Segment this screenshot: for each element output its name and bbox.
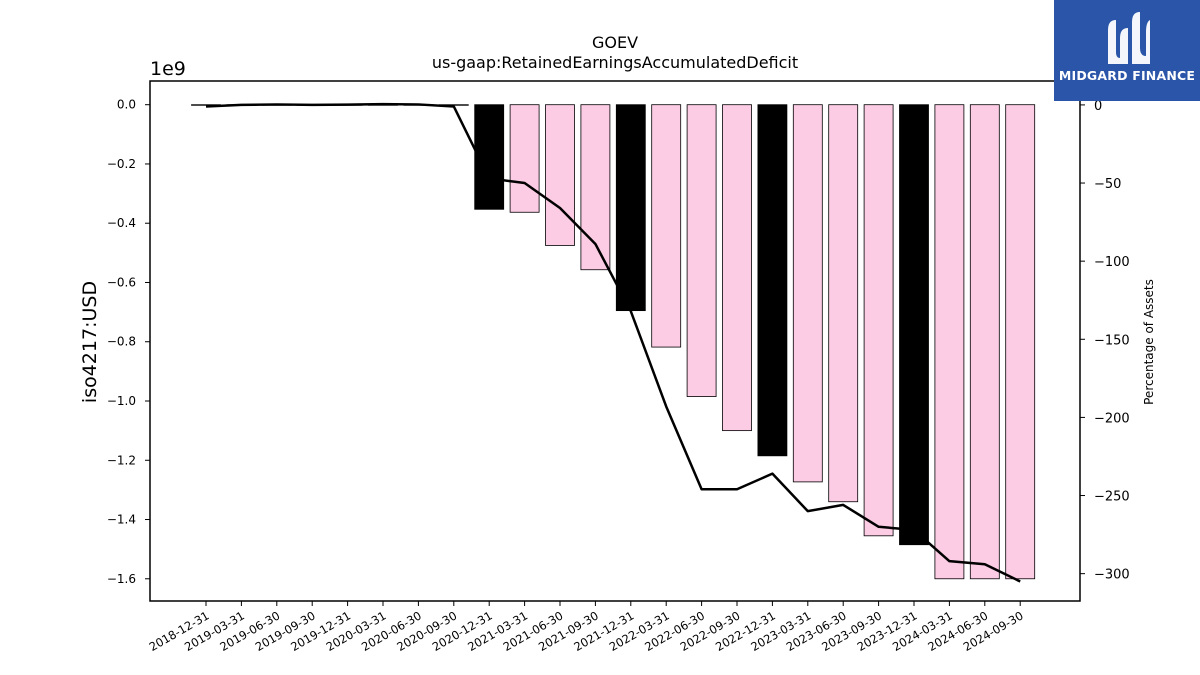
bar xyxy=(828,104,859,503)
y-tick-label: −1.6 xyxy=(107,572,136,586)
bar xyxy=(686,104,717,397)
plot-frame xyxy=(149,80,1081,602)
y-tick-label: −0.8 xyxy=(107,335,136,349)
bar xyxy=(545,104,575,246)
y2-tick-label: −150 xyxy=(1094,333,1130,348)
bar xyxy=(792,104,823,483)
y-axis-label: iso4217:USD xyxy=(79,281,101,403)
y2-tick-label: 0 xyxy=(1094,99,1102,114)
y-tick-label: −0.6 xyxy=(107,275,136,289)
bar xyxy=(615,104,646,312)
bar xyxy=(509,104,540,213)
chart-subtitle: us-gaap:RetainedEarningsAccumulatedDefic… xyxy=(432,53,798,72)
bar xyxy=(899,104,929,546)
bar xyxy=(757,104,788,457)
bar xyxy=(651,104,682,348)
y2-tick-label: −300 xyxy=(1094,568,1130,583)
y2-tick-label: −100 xyxy=(1094,255,1130,270)
bar xyxy=(934,104,965,580)
line-layer xyxy=(205,102,1021,583)
bar xyxy=(1005,104,1036,580)
y-tick-label: 0.0 xyxy=(117,98,136,112)
logo-text: MIDGARD FINANCE xyxy=(1058,68,1196,83)
y2-tick-label: −250 xyxy=(1094,490,1130,505)
y-tick-label: −1.4 xyxy=(107,513,136,527)
y-offset-label: 1e9 xyxy=(150,58,186,80)
chart-title: GOEV xyxy=(592,33,638,52)
bars-layer xyxy=(191,104,1036,580)
bar xyxy=(722,104,752,432)
y2-axis-label: Percentage of Assets xyxy=(1142,279,1156,405)
y-tick-label: −0.4 xyxy=(107,216,136,230)
series-line xyxy=(205,102,1021,583)
bar xyxy=(863,104,894,537)
y-tick-label: −1.2 xyxy=(107,453,136,467)
y2-tick-label: −200 xyxy=(1094,411,1130,426)
midgard-logo-icon xyxy=(1108,12,1150,64)
y-tick-label: −0.2 xyxy=(107,157,136,171)
midgard-finance-logo: MIDGARD FINANCE xyxy=(1054,0,1200,101)
bar xyxy=(969,104,1000,580)
y-tick-label: −1.0 xyxy=(107,394,136,408)
y2-tick-label: −50 xyxy=(1094,177,1121,192)
